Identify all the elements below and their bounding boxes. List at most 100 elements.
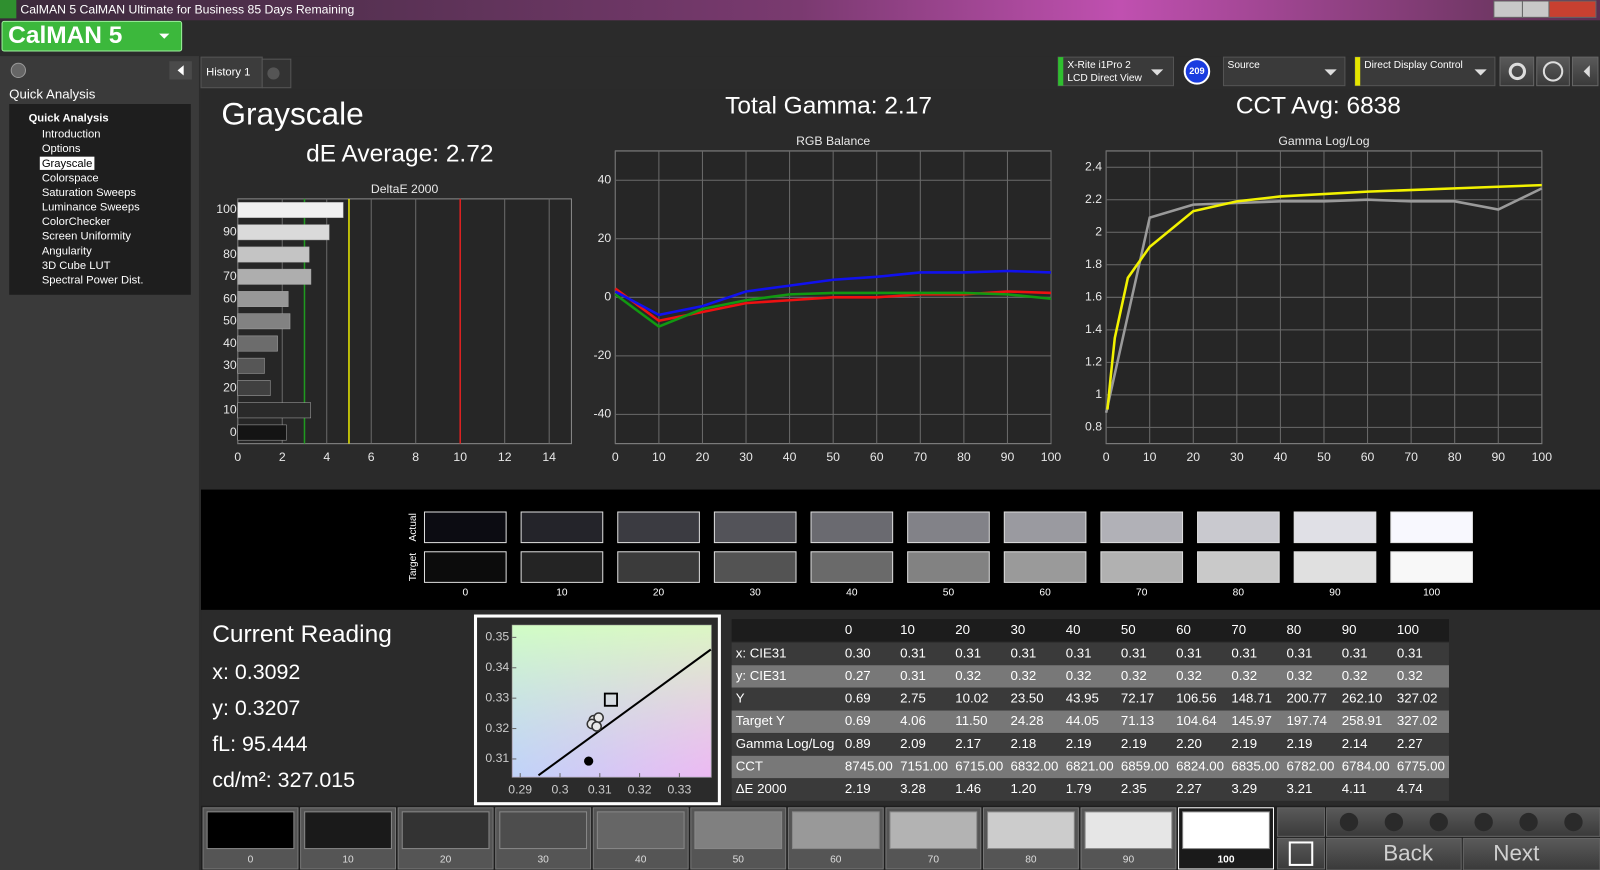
- tree-items: Introduction Options Grayscale Colorspace Sa…: [39, 129, 144, 286]
- x-tick-label: 70: [913, 450, 927, 464]
- column-header: 20: [955, 622, 970, 637]
- tree-item[interactable]: Angularity: [42, 245, 92, 257]
- x-tick-label: 10: [1143, 450, 1157, 464]
- tree-item[interactable]: Options: [42, 143, 81, 155]
- x-tick-label: 90: [1001, 450, 1015, 464]
- dropdown-arrow: [1324, 69, 1337, 76]
- current-reading-title: Current Reading: [212, 621, 392, 648]
- dropdown-arrow: [1151, 69, 1164, 76]
- minimize-button[interactable]: [1493, 0, 1523, 18]
- tree-item[interactable]: Colorspace: [42, 172, 99, 184]
- stop-round-icon: [1339, 812, 1359, 832]
- source-selector[interactable]: [1222, 56, 1346, 87]
- tree-item[interactable]: Introduction: [42, 129, 101, 141]
- bar: [237, 268, 312, 285]
- source-label: Source: [1228, 60, 1261, 71]
- table-cell: 10.02: [955, 691, 988, 706]
- table-cell: 145.97: [1231, 713, 1272, 728]
- target-swatch: [907, 551, 990, 583]
- table-cell: 6821.00: [1066, 758, 1114, 773]
- tree-item[interactable]: Saturation Sweeps: [42, 187, 137, 199]
- playback-controls[interactable]: [1326, 807, 1600, 837]
- patch-swatch: [596, 811, 685, 850]
- x-tick-label: 30: [739, 450, 753, 464]
- target-swatch: [810, 551, 894, 583]
- x-tick-label: 100: [1041, 450, 1062, 464]
- column-header: 80: [1287, 622, 1302, 637]
- y-tick-label: 0: [230, 425, 237, 439]
- back-button[interactable]: [1326, 837, 1462, 870]
- tree-item[interactable]: 3D Cube LUT: [42, 260, 111, 272]
- table-row: [731, 778, 1449, 801]
- y-tick-label: 0: [604, 290, 611, 304]
- y-tick-label: 20: [223, 380, 237, 394]
- target-point: [603, 692, 618, 707]
- tree-root[interactable]: Quick Analysis: [29, 112, 109, 124]
- display-status: [1355, 57, 1361, 86]
- x-tick-label: 90: [1491, 450, 1505, 464]
- patch-label: 80: [1025, 854, 1037, 865]
- patch-label: 70: [928, 854, 940, 865]
- window-title: CalMAN 5 CalMAN Ultimate for Business 85…: [20, 2, 354, 16]
- x-tick-label: 0.33: [667, 783, 691, 797]
- patch-swatch: [889, 811, 978, 850]
- swatch-label: 80: [1233, 587, 1245, 598]
- black-point: [584, 756, 594, 766]
- play-icon: [1384, 812, 1404, 832]
- tree-item[interactable]: Spectral Power Dist.: [42, 274, 144, 286]
- y-tick-label: 80: [223, 247, 237, 261]
- table-cell: 7151.00: [900, 758, 948, 773]
- patch-label: 60: [830, 854, 842, 865]
- tree-item[interactable]: Luminance Sweeps: [42, 202, 140, 214]
- next-button[interactable]: [1462, 837, 1600, 870]
- row-label: x: CIE31: [736, 645, 787, 660]
- x-tick-label: 10: [453, 450, 467, 464]
- patch-label: 30: [537, 854, 549, 865]
- stop-icon: [1288, 841, 1314, 866]
- tree-item[interactable]: Screen Uniformity: [42, 231, 132, 243]
- table-cell: 0.31: [1397, 645, 1423, 660]
- panel-button[interactable]: [1571, 56, 1599, 87]
- y-tick-label: 1: [1095, 387, 1102, 401]
- logo-button[interactable]: [1, 20, 183, 52]
- badge[interactable]: [1183, 58, 1211, 85]
- selected-highlight: [39, 156, 95, 170]
- tree-item[interactable]: Grayscale: [42, 158, 93, 170]
- x-tick-label: 40: [1274, 450, 1288, 464]
- table-cell: 2.19: [1066, 736, 1092, 751]
- y-tick-label: 0.35: [485, 630, 509, 644]
- actual-swatch: [810, 511, 894, 544]
- y-tick-label: 1.8: [1085, 257, 1102, 271]
- cct-average: CCT Avg: 6838: [1236, 93, 1401, 120]
- table-cell: 6775.00: [1397, 758, 1445, 773]
- patch-label: 40: [635, 854, 647, 865]
- x-tick-label: 0.32: [628, 783, 652, 797]
- table-cell: 44.05: [1066, 713, 1099, 728]
- table-cell: 3.29: [1231, 781, 1257, 796]
- bar: [237, 335, 278, 352]
- patch-swatch: [206, 811, 295, 850]
- table-cell: 2.35: [1121, 781, 1147, 796]
- maximize-button[interactable]: [1521, 0, 1550, 18]
- x-tick-label: 80: [1448, 450, 1462, 464]
- sidebar-pin[interactable]: [10, 62, 27, 79]
- table-cell: 0.32: [1066, 668, 1092, 683]
- settings-button[interactable]: [1499, 56, 1535, 87]
- table-cell: 72.17: [1121, 691, 1154, 706]
- x-tick-label: 2: [279, 450, 286, 464]
- column-header: 90: [1342, 622, 1357, 637]
- up-button[interactable]: [1277, 807, 1325, 837]
- swatch-label: 20: [653, 587, 665, 598]
- patch-label: 10: [342, 854, 354, 865]
- y-tick-label: 100: [216, 202, 237, 216]
- swatch-label: 30: [750, 587, 762, 598]
- target-swatch: [1197, 551, 1280, 583]
- x-tick-label: 12: [498, 450, 512, 464]
- table-cell: 0.31: [1231, 645, 1257, 660]
- tree-item[interactable]: ColorChecker: [42, 216, 111, 228]
- table-cell: 1.79: [1066, 781, 1092, 796]
- column-header: 0: [845, 622, 852, 637]
- close-button[interactable]: [1548, 0, 1597, 18]
- row-label: ΔE 2000: [736, 781, 787, 796]
- x-tick-label: 8: [412, 450, 419, 464]
